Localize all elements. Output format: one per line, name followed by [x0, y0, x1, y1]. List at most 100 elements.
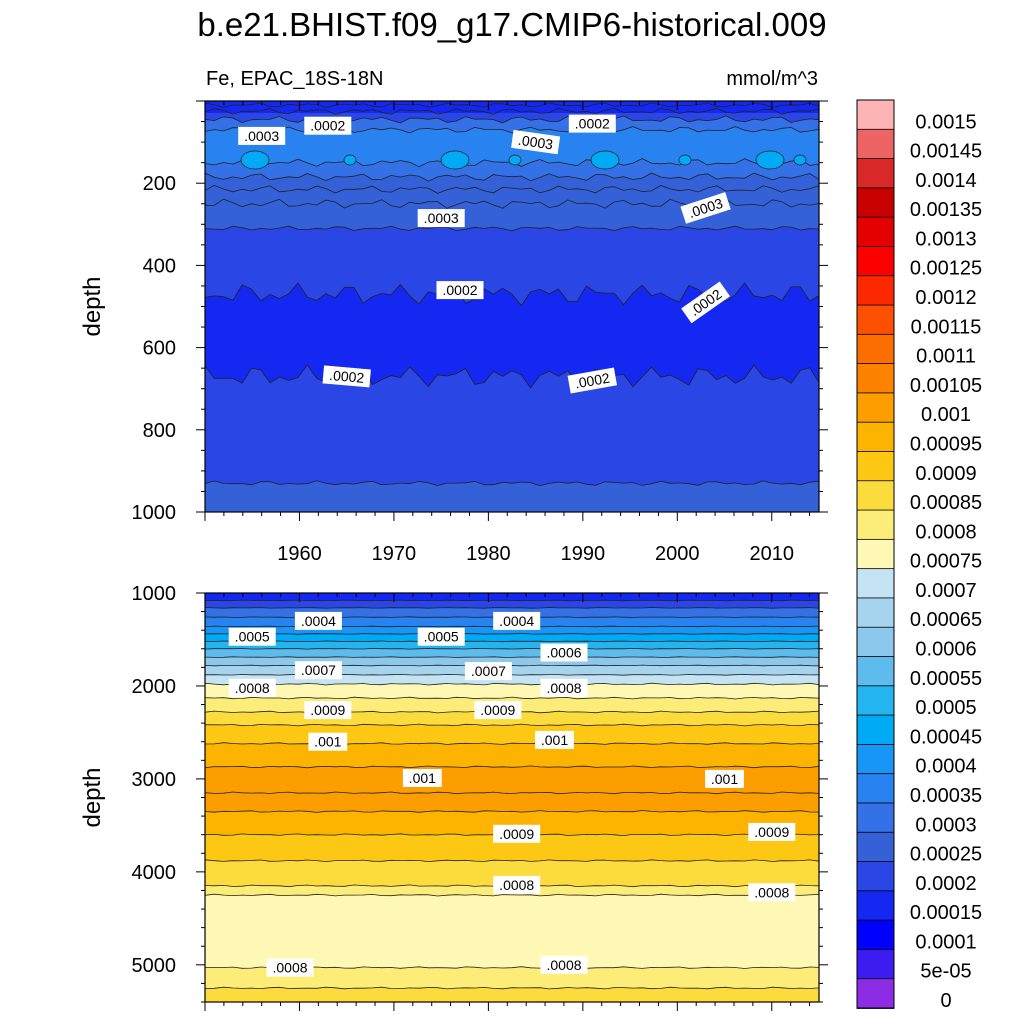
contour-label-box — [464, 662, 512, 681]
band-fill — [205, 742, 819, 768]
colorbar-label: 0.0012 — [915, 287, 976, 309]
band-fill — [205, 987, 819, 1002]
contour-line — [205, 107, 819, 115]
contour-label: .001 — [308, 732, 348, 751]
band-fill — [205, 792, 819, 813]
band-fill — [205, 833, 819, 862]
colorbar-swatch — [856, 538, 895, 570]
contour-label-text: .001 — [314, 734, 341, 750]
contour-label-box — [540, 643, 588, 662]
colorbar-label: 0.00035 — [910, 785, 982, 807]
band-fill — [205, 593, 819, 601]
contour-label: .0008 — [540, 955, 588, 974]
colorbar-label: 5e-05 — [920, 961, 971, 983]
colorbar-label: 0.0001 — [915, 931, 976, 953]
contour-blob — [755, 150, 785, 170]
band-fill — [205, 626, 819, 635]
contour-line — [205, 810, 819, 813]
contour-label: .0004 — [294, 611, 342, 630]
contour-label-box — [417, 627, 465, 646]
colorbar-label: 0.00135 — [910, 199, 982, 221]
colorbar-label: 0.0003 — [915, 814, 976, 836]
colorbar-label: 0.0005 — [915, 697, 976, 719]
contour-label: .001 — [402, 769, 442, 787]
colorbar-swatch — [856, 128, 895, 160]
chart-title: b.e21.BHIST.f09_g17.CMIP6-historical.009 — [197, 6, 826, 43]
colorbar-frame — [856, 99, 895, 1009]
contour-label-text: .001 — [711, 771, 738, 787]
colorbar-label: 0.0011 — [916, 346, 976, 368]
colorbar-swatch — [856, 451, 895, 482]
contour-label: .0002 — [567, 367, 618, 394]
contour-label-box — [567, 367, 618, 394]
contour-label-box — [474, 701, 522, 720]
contour-label-text: .0008 — [754, 884, 789, 900]
contour-label-box — [294, 611, 342, 630]
axes: 1960 1970 1980 1990 2000 2010 200 400 600 800 1000… — [79, 100, 828, 1011]
contour-label-text: .0004 — [499, 613, 534, 629]
y-axis-title: depth — [79, 276, 106, 336]
contour-line — [205, 640, 819, 643]
contour-label: .001 — [535, 730, 574, 749]
contour-label-box — [228, 678, 276, 697]
colorbar-label: 0.0007 — [915, 580, 976, 602]
colorbar-swatch — [856, 949, 895, 980]
contour-label-text: .0008 — [546, 680, 581, 696]
contour-label-text: .0009 — [480, 702, 515, 718]
contour-label-text: .0007 — [471, 663, 506, 679]
contour-line — [205, 599, 819, 602]
colorbar-label: 0.00075 — [910, 551, 982, 573]
colorbar-label: 0.00115 — [911, 316, 982, 338]
y-tick-label: 1000 — [132, 502, 177, 524]
contour-label-text: .0008 — [499, 877, 534, 893]
contour-label-text: .0003 — [424, 210, 459, 226]
contour-line — [205, 225, 819, 232]
colorbar-label: 0.00105 — [910, 375, 982, 397]
y-tick-label: 2000 — [132, 676, 177, 698]
colorbar-label: 0.00025 — [910, 844, 982, 866]
colorbar-swatch — [856, 831, 895, 863]
y-tick-label: 400 — [143, 255, 176, 277]
y-axis-title: depth — [79, 767, 106, 827]
contour-label: .0007 — [464, 662, 512, 681]
contour-label: .0008 — [540, 678, 588, 697]
colorbar-swatch — [856, 158, 895, 189]
y-tick-label: 800 — [143, 420, 176, 442]
colorbar-label: 0.0009 — [915, 463, 976, 485]
colorbar-swatch — [856, 597, 895, 629]
contour-label-box — [748, 822, 796, 841]
colorbar-swatch — [856, 392, 895, 424]
contour-line — [205, 184, 819, 194]
colorbar-swatch — [856, 275, 895, 306]
colorbar-label: 0 — [940, 990, 951, 1012]
band-fill — [205, 665, 819, 676]
contour-label-text: .001 — [541, 732, 568, 748]
band-fill — [205, 648, 819, 658]
contour-label-text: .0008 — [546, 957, 581, 973]
contour-label: .0008 — [493, 875, 541, 894]
lower-panel — [205, 593, 819, 1002]
contour-label: .0006 — [540, 643, 588, 662]
colorbar-label: 0.0014 — [915, 170, 976, 192]
contour-label-text: .0003 — [244, 128, 279, 144]
contour-label-box — [436, 281, 484, 300]
contour-label-box — [493, 824, 541, 843]
contour-label-box — [540, 955, 588, 974]
band-fill — [205, 600, 819, 609]
colorbar: 0.0015 0.00145 0.0014 0.00135 0.0013 0.00125 0… — [856, 99, 982, 1012]
contour-label-box — [511, 129, 561, 155]
colorbar-swatch — [856, 890, 895, 922]
contour-label: .0009 — [493, 824, 541, 843]
colorbar-label: 0.0004 — [915, 756, 976, 778]
colorbar-label: 0.0013 — [915, 229, 976, 251]
contour-label: .0009 — [304, 701, 352, 720]
colorbar-label: 0.00085 — [910, 492, 982, 514]
contour-label: .0005 — [228, 627, 276, 646]
band-fill — [205, 674, 819, 685]
contour-label-text: .0003 — [517, 132, 554, 153]
y-tick-label: 600 — [143, 338, 176, 360]
contour-label-text: .0008 — [235, 680, 270, 696]
contour-label: .0009 — [474, 701, 522, 720]
colorbar-swatch — [856, 568, 895, 599]
contour-line — [205, 172, 819, 182]
